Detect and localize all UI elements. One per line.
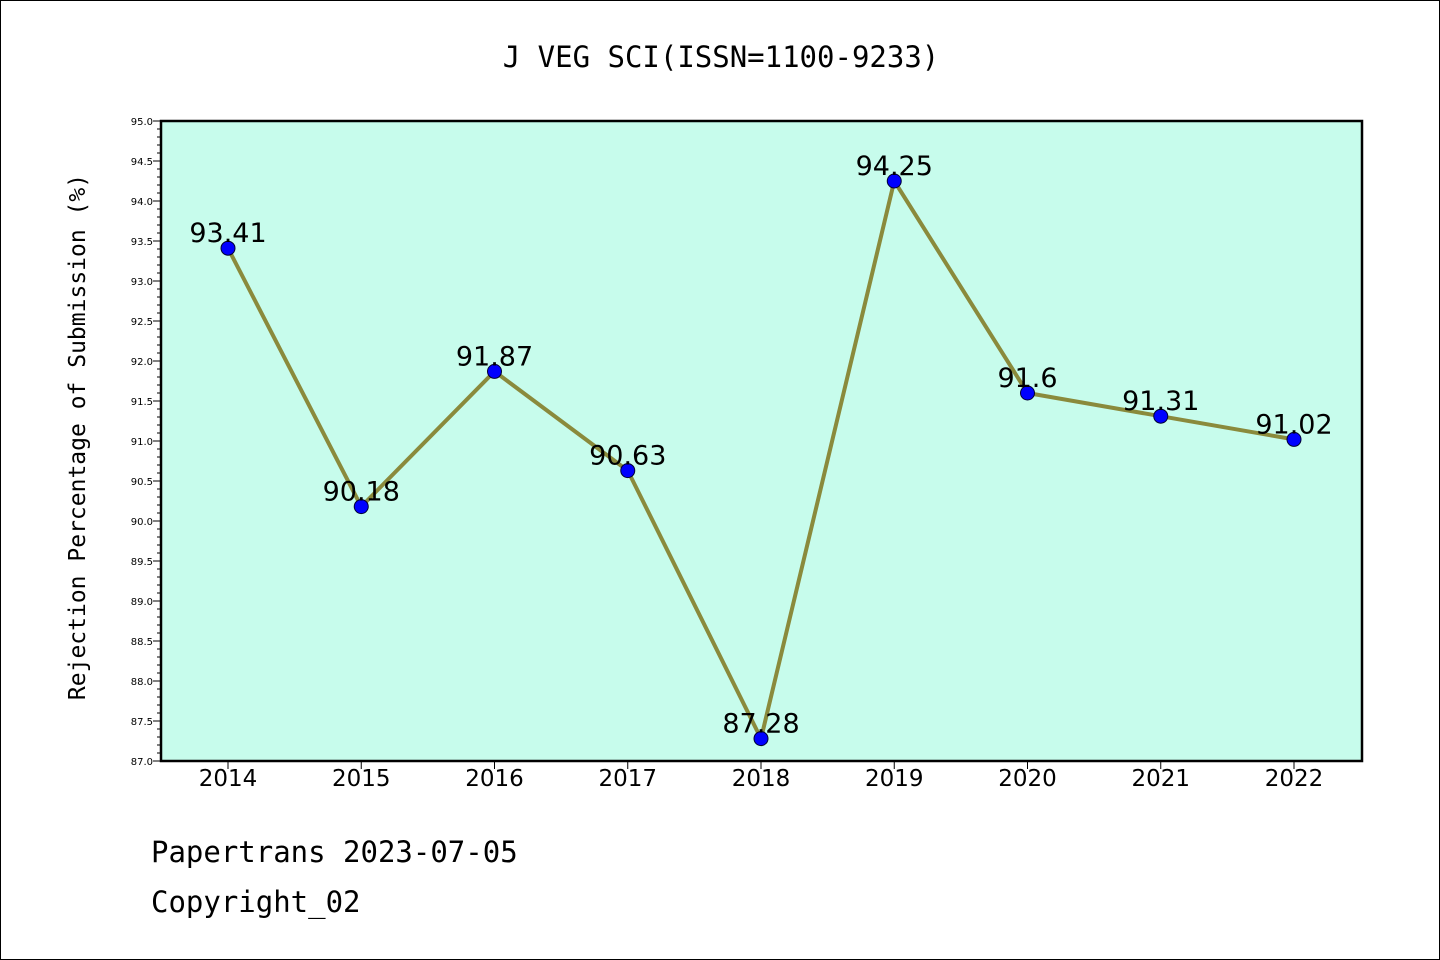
y-tick-label: 91.0 <box>131 437 153 448</box>
y-tick-label: 89.5 <box>131 557 153 568</box>
y-tick-label: 95.0 <box>131 117 153 128</box>
y-tick-label: 92.0 <box>131 357 153 368</box>
data-label: 91.6 <box>997 363 1057 394</box>
data-point <box>753 731 769 747</box>
x-tick-label: 2019 <box>865 766 924 792</box>
x-tick-label: 2014 <box>199 766 258 792</box>
data-point <box>620 463 636 479</box>
data-point <box>220 240 236 256</box>
data-label: 91.87 <box>456 341 533 372</box>
y-tick-label: 88.5 <box>131 637 153 648</box>
y-tick-label: 89.0 <box>131 597 153 608</box>
y-tick-label: 91.5 <box>131 397 153 408</box>
data-label: 87.28 <box>722 709 799 740</box>
data-point <box>1020 385 1035 401</box>
y-tick-label: 92.5 <box>131 317 153 328</box>
footer-date-text: Papertrans 2023-07-05 <box>151 835 518 869</box>
y-tick-label: 94.5 <box>131 157 153 168</box>
y-tick-label: 88.0 <box>131 677 153 688</box>
data-label: 90.18 <box>323 477 400 508</box>
x-tick-label: 2020 <box>998 766 1057 792</box>
plot-frame <box>159 119 1364 763</box>
data-point <box>1286 431 1302 447</box>
data-label: 91.31 <box>1122 386 1199 417</box>
y-axis-label: Rejection Percentage of Submission (%) <box>65 174 91 700</box>
y-tick-label: 93.5 <box>131 237 153 248</box>
y-tick-label: 93.0 <box>131 277 153 288</box>
data-label: 94.25 <box>856 151 933 182</box>
y-tick-label: 87.5 <box>131 717 153 728</box>
data-point <box>1153 408 1169 424</box>
data-point <box>353 499 369 515</box>
chart-title: J VEG SCI(ISSN=1100-9233) <box>503 40 940 74</box>
data-label: 93.41 <box>189 218 266 249</box>
footer-copyright-text: Copyright_02 <box>151 885 361 919</box>
y-tick-label: 94.0 <box>131 197 153 208</box>
x-tick-label: 2021 <box>1131 766 1190 792</box>
x-tick-label: 2015 <box>332 766 391 792</box>
x-tick-label: 2018 <box>732 766 791 792</box>
data-label: 90.63 <box>589 441 666 472</box>
x-tick-label: 2017 <box>598 766 657 792</box>
data-point <box>886 173 902 189</box>
x-tick-label: 2016 <box>465 766 524 792</box>
data-label: 91.02 <box>1255 409 1332 440</box>
plot-area <box>161 121 1362 761</box>
y-tick-label: 87.0 <box>131 757 153 768</box>
y-tick-label: 90.5 <box>131 477 153 488</box>
y-tick-label: 90.0 <box>131 517 153 528</box>
x-tick-label: 2022 <box>1265 766 1324 792</box>
data-point <box>487 363 502 379</box>
